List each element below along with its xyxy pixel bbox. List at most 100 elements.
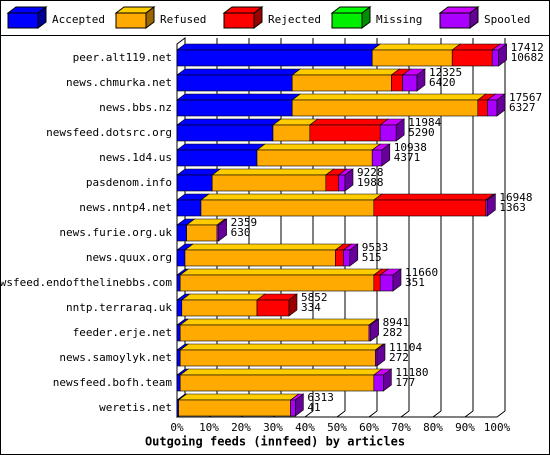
legend-swatch: [7, 12, 39, 29]
bar: [176, 249, 186, 267]
bar: [491, 49, 499, 67]
bar-side: [295, 393, 304, 417]
y-tick-label: news.chmurka.net: [66, 76, 172, 89]
y-tick-label: feeder.erje.net: [73, 326, 172, 339]
bar-label: 515: [362, 251, 382, 264]
bar-label: 630: [231, 226, 251, 239]
bar-top: [371, 43, 462, 51]
x-tick-label: 80%: [423, 421, 443, 434]
bar: [176, 374, 181, 392]
bar-top: [179, 368, 383, 376]
bar: [487, 99, 498, 117]
bar-label: 11180: [395, 366, 428, 379]
x-tick-label: 20%: [231, 421, 251, 434]
legend-label: Refused: [160, 13, 206, 26]
bar-label: 6327: [509, 101, 536, 114]
legend-label: Rejected: [268, 13, 321, 26]
y-tick-label: pasdenom.info: [86, 176, 172, 189]
tick-mark: [464, 410, 474, 418]
bar-label: 2359: [231, 216, 258, 229]
bar-label: 282: [383, 326, 403, 339]
bar: [181, 299, 258, 317]
y-tick-label: news.nntp4.net: [79, 201, 172, 214]
legend-label: Missing: [376, 13, 422, 26]
bar-top: [180, 293, 266, 301]
bar-label: 177: [395, 376, 415, 389]
bar-label: 8941: [383, 316, 410, 329]
y-tick-label: news.quux.org: [86, 251, 172, 264]
bar: [290, 399, 296, 417]
bar: [184, 249, 336, 267]
bar: [186, 224, 218, 242]
bar-label: 1363: [499, 201, 526, 214]
y-tick-label: newsfeed.endofthelinebbs.com: [0, 276, 172, 289]
bar-label: 9228: [357, 166, 384, 179]
legend-swatch: [439, 12, 471, 29]
chart-title: Outgoing feeds (innfeed) by articles: [145, 435, 405, 449]
bar: [256, 299, 290, 317]
bar-label: 5852: [301, 291, 328, 304]
bar-label: 9533: [362, 241, 389, 254]
x-tick-label: 70%: [391, 421, 411, 434]
bar-label: 17567: [509, 91, 542, 104]
bar: [325, 174, 339, 192]
bar-top: [211, 168, 335, 176]
bar-top: [372, 193, 495, 201]
tick-mark: [400, 410, 410, 418]
bar: [178, 399, 291, 417]
bar: [176, 149, 258, 167]
bar-top: [291, 68, 401, 76]
bar-top: [176, 93, 302, 101]
bar-top: [308, 118, 390, 126]
bar: [179, 274, 375, 292]
bar-side: [487, 193, 496, 217]
bar: [176, 124, 274, 142]
bar-side: [381, 143, 391, 167]
bar: [373, 199, 487, 217]
bar: [179, 374, 375, 392]
bar: [176, 49, 373, 67]
bar: [256, 149, 373, 167]
bar: [176, 99, 293, 117]
bar-label: 11104: [389, 341, 422, 354]
x-tick-label: 90%: [455, 421, 475, 434]
legend-swatch: [223, 12, 255, 29]
bar-label: 10938: [394, 141, 427, 154]
bar: [179, 324, 370, 342]
bar: [343, 249, 351, 267]
bar: [371, 49, 453, 67]
bar: [291, 99, 479, 117]
bar-label: 6420: [429, 76, 456, 89]
bar-top: [177, 393, 300, 401]
bar-side: [395, 118, 405, 142]
x-tick-label: 30%: [263, 421, 283, 434]
x-tick-label: 50%: [327, 421, 347, 434]
bar-side: [496, 93, 506, 117]
bar-side: [383, 368, 392, 392]
bar-top: [176, 43, 382, 51]
bar-label: 6313: [307, 391, 334, 404]
bar: [451, 49, 493, 67]
bar-label: 5290: [408, 126, 435, 139]
bar: [176, 324, 181, 342]
bar: [477, 99, 488, 117]
bar: [379, 274, 394, 292]
bar: [176, 74, 293, 92]
bar-top: [200, 193, 383, 201]
bar-top: [176, 143, 266, 151]
bar-side: [349, 243, 359, 267]
x-tick-label: 40%: [295, 421, 315, 434]
bar: [176, 224, 187, 242]
legend-swatch: [115, 12, 147, 29]
bar: [291, 74, 392, 92]
bar-label: 272: [389, 351, 409, 364]
y-tick-label: peer.alt119.net: [73, 51, 172, 64]
bar-side: [288, 293, 298, 317]
bar: [176, 349, 181, 367]
tick-mark: [496, 410, 506, 418]
bar-side: [416, 68, 426, 92]
bar-label: 17412: [511, 41, 544, 54]
x-tick-label: 100%: [484, 421, 511, 434]
bar-label: 16948: [499, 191, 532, 204]
